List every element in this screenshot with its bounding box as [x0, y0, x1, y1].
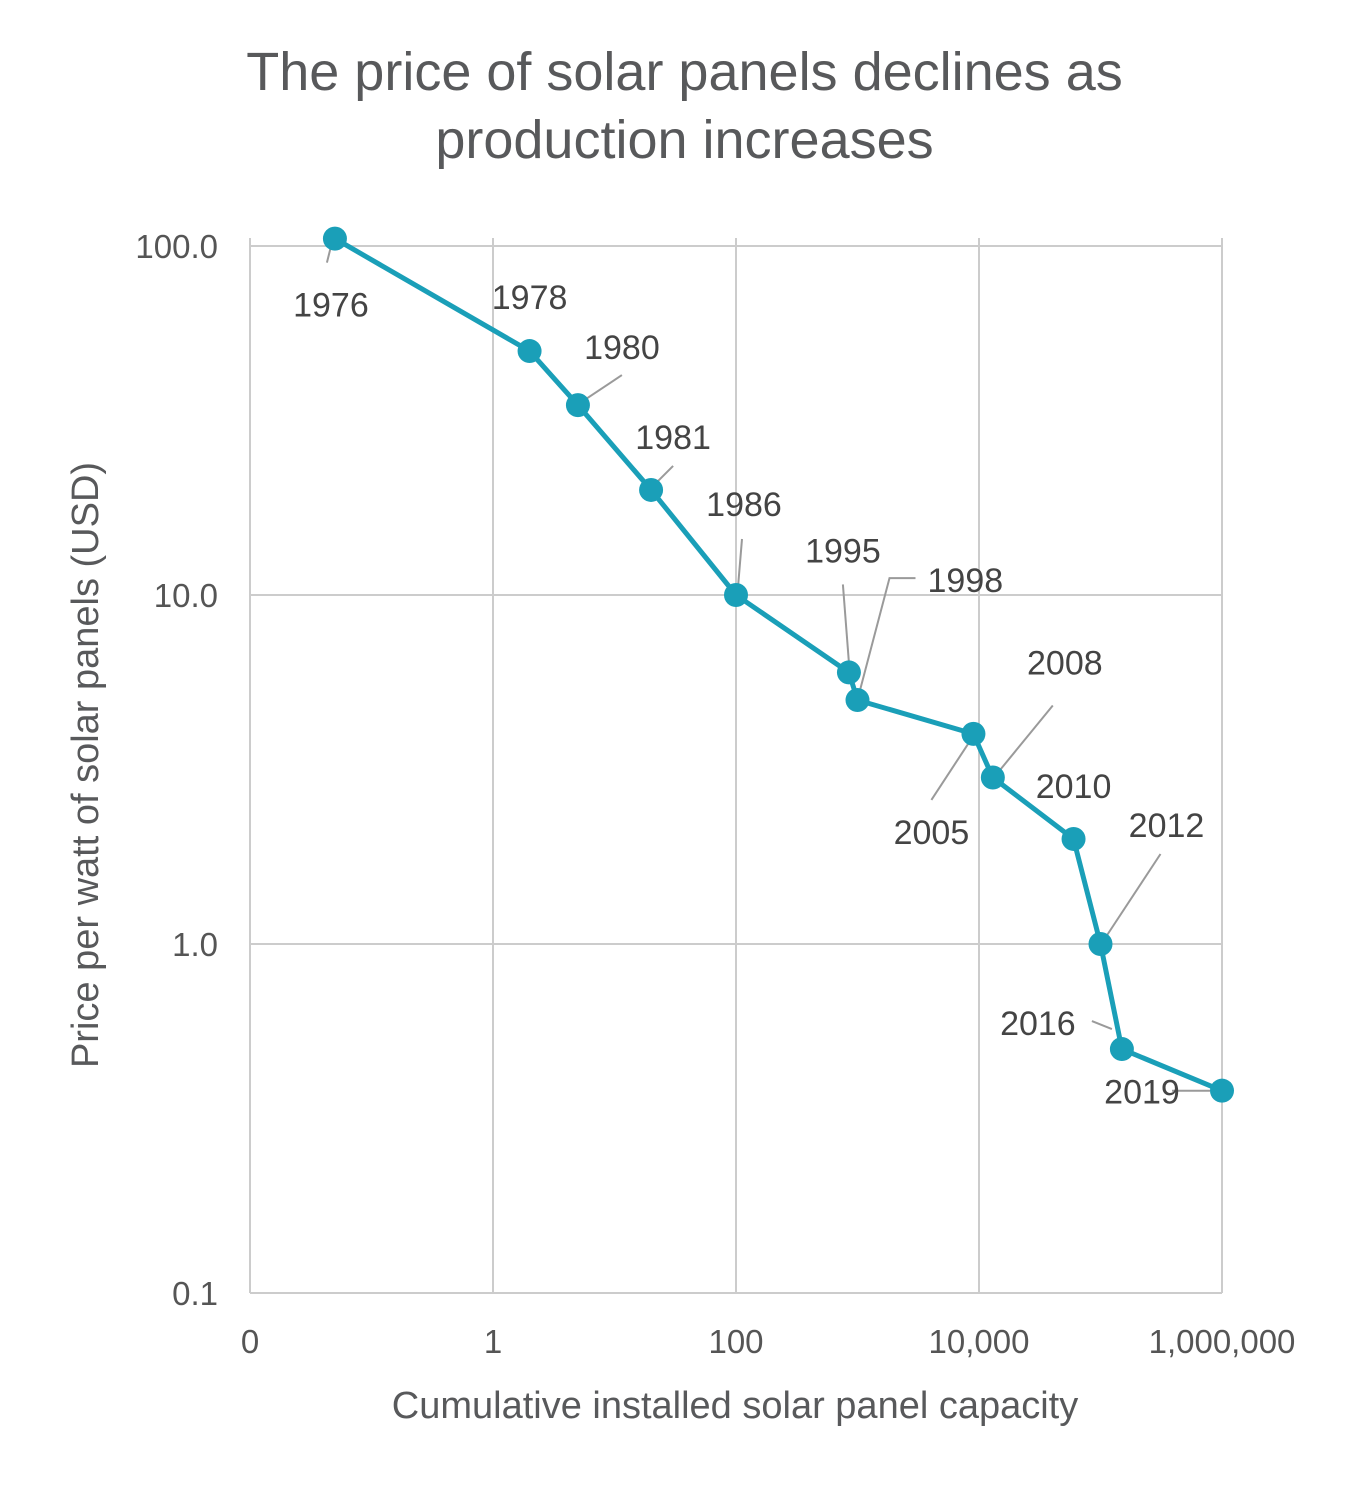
data-point-1998	[845, 688, 870, 713]
year-label-2016: 2016	[1000, 1005, 1076, 1043]
data-point-2012	[1088, 932, 1113, 956]
grid-layer	[249, 238, 1223, 1294]
data-point-1980	[565, 393, 590, 418]
leader-line-2005	[930, 741, 971, 801]
x-tick-label: 0	[241, 1323, 259, 1360]
y-tick-label: 10.0	[154, 577, 218, 614]
year-label-1978: 1978	[492, 279, 568, 317]
leader-line-1980	[585, 374, 623, 400]
chart-title-line-2: production increases	[435, 110, 934, 170]
label-layer: 1976 1978 1980 1981 1986 1995 1998 2005 2008 2010…	[293, 279, 1204, 1112]
year-label-1981: 1981	[635, 419, 711, 457]
leader-line-1986	[737, 538, 743, 588]
year-label-2005: 2005	[894, 814, 970, 852]
data-point-2019	[1210, 1078, 1234, 1103]
axes-layer: 0.1 1.0 10.0 100.0 0 1 100 10,000 1,000,000	[135, 228, 1295, 1360]
leader-line-1995	[841, 584, 850, 663]
leader-layer	[325, 246, 1210, 1092]
y-axis-label: Price per watt of solar panels (USD)	[65, 462, 107, 1068]
data-point-2005	[961, 721, 986, 746]
data-point-2010	[1061, 826, 1086, 851]
year-label-1995: 1995	[805, 532, 881, 570]
year-label-1980: 1980	[584, 329, 660, 367]
x-tick-label: 10,000	[929, 1323, 1030, 1360]
year-label-1998: 1998	[928, 562, 1004, 600]
year-label-2008: 2008	[1027, 644, 1103, 682]
year-label-2010: 2010	[1036, 768, 1112, 806]
x-tick-label: 1,000,000	[1149, 1323, 1296, 1360]
y-tick-label: 100.0	[135, 228, 218, 265]
chart-title-line-1: The price of solar panels declines as	[246, 42, 1123, 102]
data-point-2008	[980, 765, 1005, 790]
x-tick-label: 1	[484, 1323, 502, 1360]
leader-line-2016	[1091, 1020, 1113, 1031]
year-label-1976: 1976	[293, 287, 369, 325]
year-label-2012: 2012	[1129, 807, 1205, 845]
data-point-1976	[322, 226, 347, 251]
data-point-1995	[836, 660, 861, 685]
year-label-2019: 2019	[1104, 1074, 1180, 1112]
leader-line-2008	[998, 704, 1054, 773]
data-point-1981	[639, 477, 664, 502]
y-tick-label: 1.0	[172, 926, 218, 963]
series-layer	[322, 226, 1234, 1103]
leader-line-2012	[1105, 853, 1162, 937]
year-label-1986: 1986	[706, 486, 782, 524]
data-point-2016	[1109, 1037, 1134, 1062]
x-tick-label: 100	[708, 1323, 763, 1360]
data-point-1986	[724, 583, 748, 607]
x-axis-label: Cumulative installed solar panel capacit…	[392, 1385, 1078, 1427]
chart-title: The price of solar panels declines as pr…	[0, 38, 1369, 174]
data-point-1978	[517, 339, 542, 364]
y-tick-label: 0.1	[172, 1275, 218, 1312]
leader-line-1998	[858, 577, 916, 693]
